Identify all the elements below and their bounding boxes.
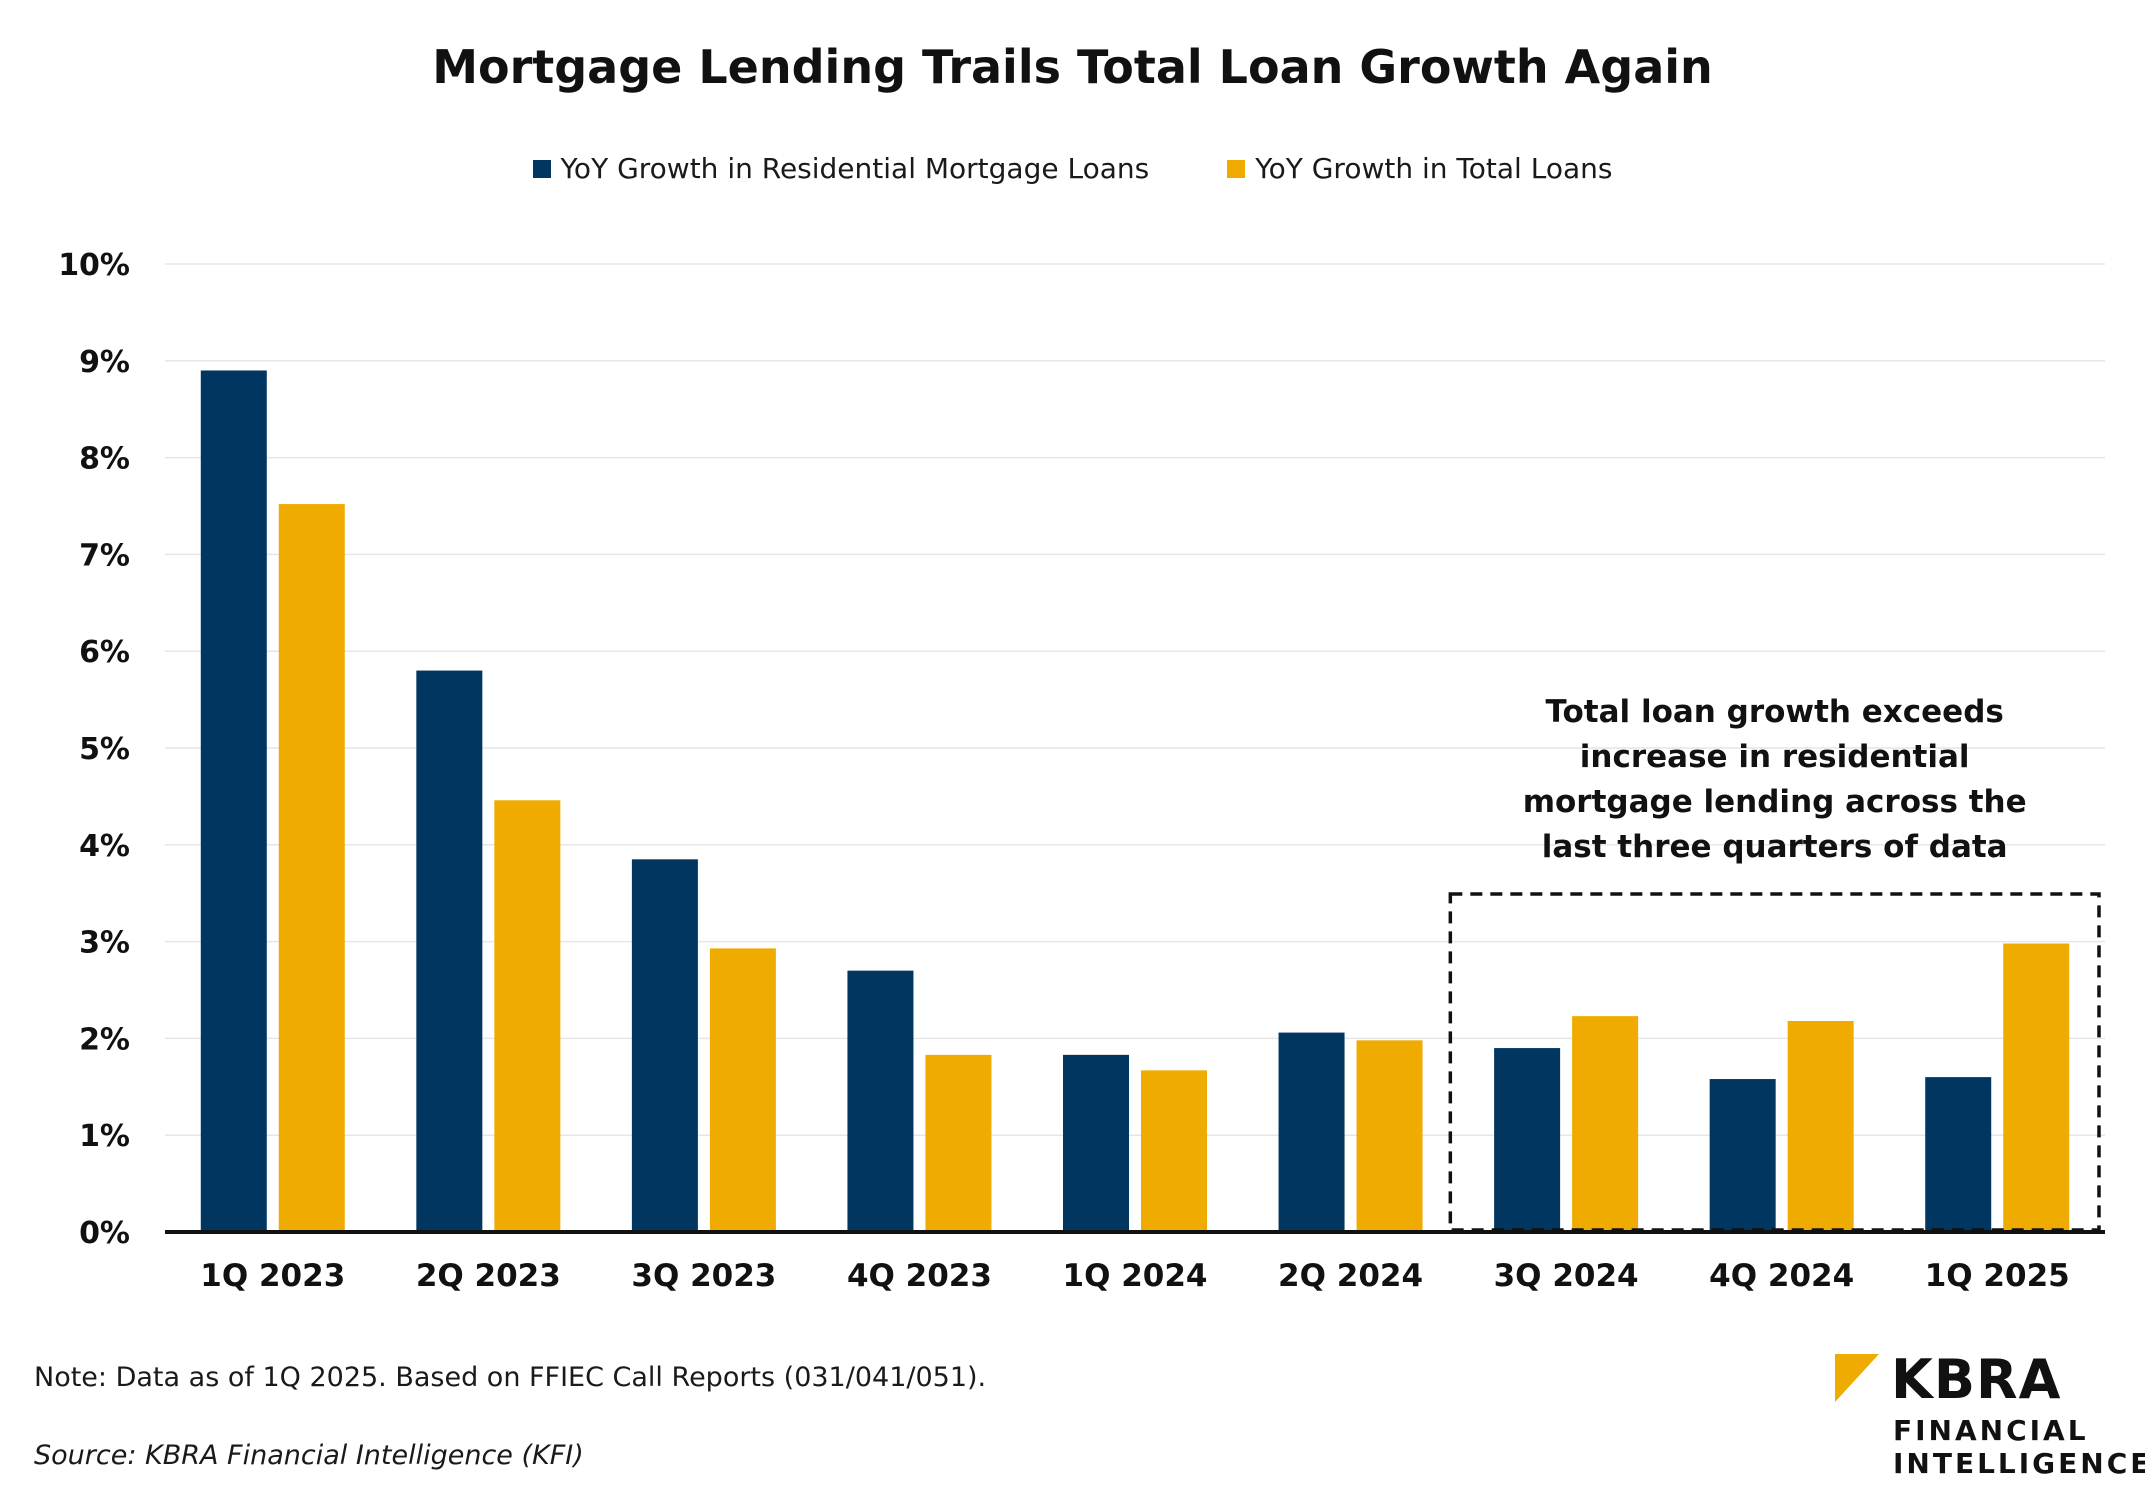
bar-mortgage xyxy=(1925,1077,1992,1232)
bar-mortgage xyxy=(1494,1048,1561,1232)
x-tick-label: 2Q 2024 xyxy=(1278,1258,1423,1294)
y-tick-label: 5% xyxy=(79,732,130,767)
x-tick-label: 2Q 2023 xyxy=(416,1258,561,1294)
bar-total xyxy=(2003,943,2070,1232)
bar-total xyxy=(278,504,345,1233)
bar-mortgage xyxy=(1709,1079,1776,1232)
chart-legend: YoY Growth in Residential Mortgage Loans… xyxy=(0,152,2145,185)
x-tick-label: 1Q 2024 xyxy=(1063,1258,1208,1294)
legend-item-mortgage: YoY Growth in Residential Mortgage Loans xyxy=(532,152,1150,185)
bar-total xyxy=(709,948,776,1232)
bar-total xyxy=(1787,1020,1854,1232)
y-tick-label: 8% xyxy=(79,442,130,477)
bar-mortgage xyxy=(416,670,483,1232)
bar-mortgage xyxy=(200,370,267,1233)
x-tick-label: 1Q 2023 xyxy=(200,1258,345,1294)
bar-chart: 0% 1% 2% 3% 4% 5% 6% 7% 8% 9% 10% 1Q 2023 2Q 2023 3Q … xyxy=(58,248,2105,1294)
y-tick-label: 2% xyxy=(79,1022,130,1057)
annotation-text-line: Total loan growth exceeds xyxy=(1545,694,2003,730)
y-tick-label: 0% xyxy=(79,1216,130,1251)
y-tick-label: 4% xyxy=(79,829,130,864)
y-tick-label: 1% xyxy=(79,1119,130,1154)
y-tick-label: 9% xyxy=(79,345,130,380)
bar-total xyxy=(1141,1070,1207,1232)
logo-subtitle-line-2: INTELLIGENCE xyxy=(1893,1447,2145,1480)
bar-total xyxy=(494,800,561,1232)
x-tick-label: 3Q 2024 xyxy=(1494,1258,1639,1294)
annotation-text-line: last three quarters of data xyxy=(1542,829,2008,865)
legend-item-total: YoY Growth in Total Loans xyxy=(1227,152,1612,185)
logo-subtitle: FINANCIAL INTELLIGENCE xyxy=(1893,1414,2145,1480)
bar-mortgage xyxy=(631,859,698,1232)
y-tick-label: 10% xyxy=(58,248,130,283)
y-tick-label: 3% xyxy=(79,926,130,961)
legend-label-total: YoY Growth in Total Loans xyxy=(1255,152,1613,185)
bar-mortgage xyxy=(847,970,914,1232)
annotation-text-line: mortgage lending across the xyxy=(1523,784,2027,820)
legend-label-mortgage: YoY Growth in Residential Mortgage Loans xyxy=(560,152,1150,185)
footnote: Note: Data as of 1Q 2025. Based on FFIEC… xyxy=(34,1362,987,1393)
kbra-logo: KBRA FINANCIAL INTELLIGENCE xyxy=(1835,1348,2145,1480)
x-tick-label: 3Q 2023 xyxy=(631,1258,776,1294)
x-tick-label: 4Q 2023 xyxy=(847,1258,992,1294)
highlight-box xyxy=(1448,892,2101,1232)
y-tick-label: 7% xyxy=(79,538,130,573)
bar-mortgage xyxy=(1063,1054,1129,1232)
x-tick-label: 1Q 2025 xyxy=(1925,1258,2070,1294)
y-tick-label: 6% xyxy=(79,635,130,670)
annotation-text-line: increase in residential xyxy=(1580,739,1970,775)
chart-title: Mortgage Lending Trails Total Loan Growt… xyxy=(432,40,1713,94)
logo-subtitle-line-1: FINANCIAL xyxy=(1893,1414,2089,1447)
bar-total xyxy=(925,1054,992,1232)
x-tick-label: 4Q 2024 xyxy=(1709,1258,1854,1294)
bar-mortgage xyxy=(1278,1032,1345,1232)
legend-swatch-mortgage xyxy=(532,159,551,178)
bar-total xyxy=(1356,1040,1423,1232)
logo-name: KBRA xyxy=(1891,1348,2062,1411)
kbra-logo-mark-icon xyxy=(1835,1354,1879,1402)
source-note: Source: KBRA Financial Intelligence (KFI… xyxy=(34,1440,584,1471)
bar-total xyxy=(1572,1016,1639,1232)
legend-swatch-total xyxy=(1227,159,1246,178)
